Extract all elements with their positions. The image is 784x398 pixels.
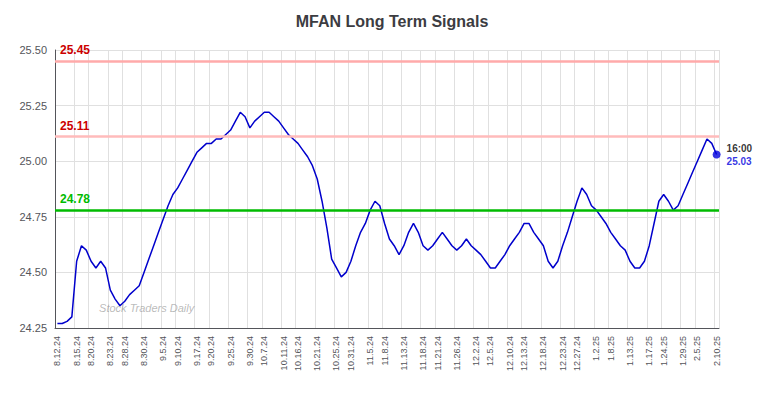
svg-text:1.2.25: 1.2.25	[591, 336, 601, 361]
svg-text:12.18.24: 12.18.24	[538, 336, 548, 371]
svg-text:8.20.24: 8.20.24	[86, 336, 96, 366]
svg-text:8.12.24: 8.12.24	[52, 336, 62, 366]
svg-text:2.5.25: 2.5.25	[692, 336, 702, 361]
svg-text:12.23.24: 12.23.24	[558, 336, 568, 371]
svg-text:9.5.24: 9.5.24	[158, 336, 168, 361]
svg-text:9.20.24: 9.20.24	[206, 336, 216, 366]
svg-text:9.30.24: 9.30.24	[245, 336, 255, 366]
svg-text:10.21.24: 10.21.24	[312, 336, 322, 371]
svg-text:9.17.24: 9.17.24	[192, 336, 202, 366]
svg-text:25.00: 25.00	[19, 155, 47, 167]
svg-text:1.17.25: 1.17.25	[644, 336, 654, 366]
svg-text:12.5.24: 12.5.24	[485, 336, 495, 366]
svg-text:12.27.24: 12.27.24	[572, 336, 582, 371]
svg-text:11.18.24: 11.18.24	[418, 336, 428, 370]
svg-text:10.7.24: 10.7.24	[259, 336, 269, 366]
svg-text:8.23.24: 8.23.24	[105, 336, 115, 366]
svg-text:8.15.24: 8.15.24	[72, 336, 82, 366]
svg-text:8.28.24: 8.28.24	[120, 336, 130, 366]
svg-text:8.30.24: 8.30.24	[139, 336, 149, 366]
svg-text:25.25: 25.25	[19, 100, 47, 112]
svg-text:1.8.25: 1.8.25	[606, 336, 616, 361]
svg-text:Stock Traders Daily: Stock Traders Daily	[99, 302, 196, 314]
svg-text:10.25.24: 10.25.24	[331, 336, 341, 371]
svg-text:25.45: 25.45	[60, 43, 90, 57]
svg-text:1.13.25: 1.13.25	[625, 336, 635, 366]
svg-text:9.10.24: 9.10.24	[173, 336, 183, 366]
svg-text:24.78: 24.78	[60, 192, 90, 206]
svg-text:12.13.24: 12.13.24	[519, 336, 529, 371]
svg-text:11.8.24: 11.8.24	[380, 336, 390, 365]
svg-text:2.10.25: 2.10.25	[712, 336, 722, 366]
svg-text:11.5.24: 11.5.24	[365, 336, 375, 365]
svg-text:1.29.25: 1.29.25	[678, 336, 688, 366]
svg-text:11.26.24: 11.26.24	[452, 336, 462, 370]
svg-text:MFAN Long Term Signals: MFAN Long Term Signals	[296, 13, 489, 30]
svg-text:24.50: 24.50	[19, 266, 47, 278]
svg-text:1.24.25: 1.24.25	[659, 336, 669, 366]
svg-text:10.11.24: 10.11.24	[279, 336, 289, 370]
svg-text:9.25.24: 9.25.24	[226, 336, 236, 366]
svg-text:25.03: 25.03	[727, 156, 752, 167]
svg-text:16:00: 16:00	[727, 143, 753, 154]
svg-text:25.11: 25.11	[60, 119, 90, 133]
svg-text:24.25: 24.25	[19, 322, 47, 334]
svg-text:11.21.24: 11.21.24	[433, 336, 443, 370]
svg-text:12.2.24: 12.2.24	[471, 336, 481, 366]
svg-text:11.13.24: 11.13.24	[399, 336, 409, 370]
svg-text:10.31.24: 10.31.24	[346, 336, 356, 371]
svg-text:10.16.24: 10.16.24	[293, 336, 303, 371]
svg-text:24.75: 24.75	[19, 211, 47, 223]
svg-text:12.10.24: 12.10.24	[505, 336, 515, 371]
svg-text:25.50: 25.50	[19, 44, 47, 56]
